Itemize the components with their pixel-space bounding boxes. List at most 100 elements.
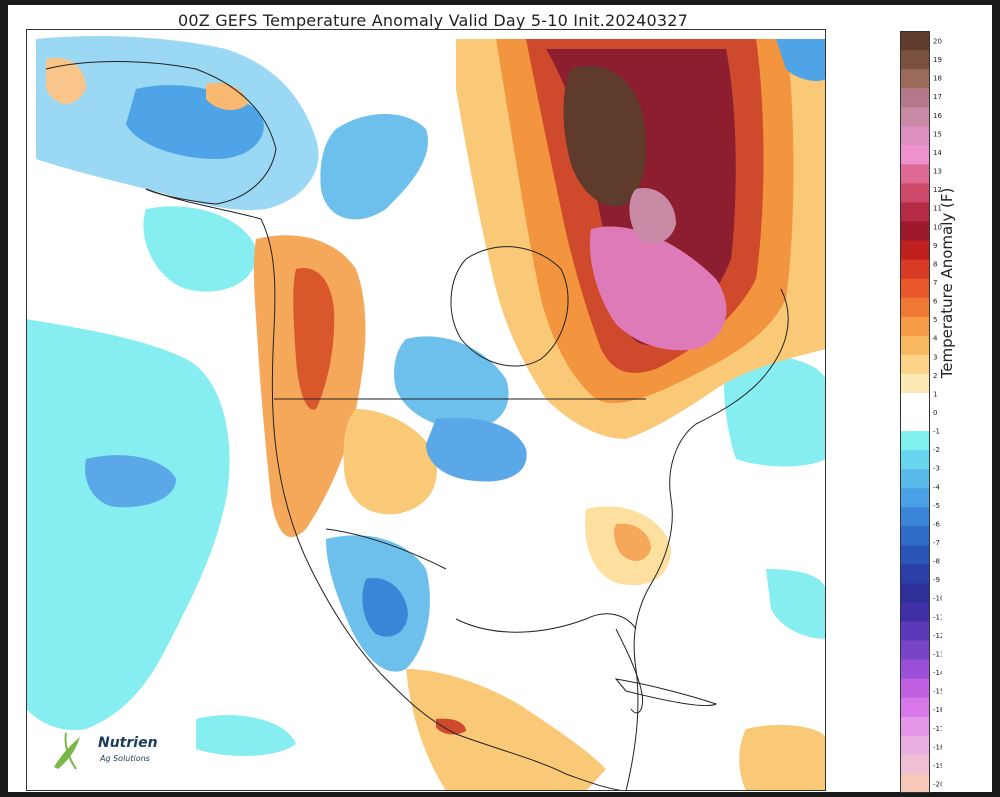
figure-frame: 00Z GEFS Temperature Anomaly Valid Day 5… xyxy=(8,5,992,794)
colorbar-tick-label: -4 xyxy=(933,483,941,491)
colorbar-tick-label: 2 xyxy=(933,372,937,380)
colorbar-tick-label: -20 xyxy=(933,780,942,788)
colorbar-tick-label: -9 xyxy=(933,576,940,584)
colorbar-swatch xyxy=(900,31,930,51)
colorbar-swatch xyxy=(900,316,930,337)
colorbar-swatch xyxy=(900,107,930,127)
florida xyxy=(615,628,644,714)
colorbar-swatch xyxy=(900,450,930,470)
colorbar-tick-label: 12 xyxy=(933,186,942,194)
colorbar-tick-label: 11 xyxy=(933,205,942,213)
colorbar-swatch xyxy=(900,202,930,222)
colorbar-tick-label: 0 xyxy=(933,409,937,417)
colorbar-tick-label: -7 xyxy=(933,539,940,547)
colorbar-tick-label: 19 xyxy=(933,56,942,64)
colorbar-tick-label: -14 xyxy=(933,669,942,677)
alaska-coast xyxy=(45,61,277,205)
colorbar-swatch xyxy=(900,754,930,775)
colorbar-swatch xyxy=(900,469,930,489)
colorbar-tick-label: -6 xyxy=(933,520,941,528)
rockies-warm xyxy=(343,409,437,515)
colorbar-swatch xyxy=(900,412,930,432)
central-america-red xyxy=(436,718,466,735)
colorbar-swatch xyxy=(900,88,930,108)
colorbar-swatch xyxy=(900,697,930,718)
colorbar-swatch xyxy=(900,69,930,89)
nutrien-logo: Nutrien Ag Solutions xyxy=(46,727,186,777)
colorbar-swatch xyxy=(900,278,930,299)
colorbar-swatch xyxy=(900,145,930,165)
north-plains-blue xyxy=(426,417,527,482)
colorbar-swatch xyxy=(900,164,930,184)
colorbar-swatch xyxy=(900,488,930,508)
na-west-coast xyxy=(145,188,627,791)
colorbar-swatch xyxy=(900,373,930,394)
colorbar-tick-label: -19 xyxy=(933,762,942,770)
colorbar-swatch xyxy=(900,259,930,280)
nw-orange-patch xyxy=(46,57,86,104)
colorbar-swatch xyxy=(900,431,930,451)
colorbar-swatch xyxy=(900,640,930,661)
colorbar-tick-label: -10 xyxy=(933,595,942,603)
canada-prairies-blue xyxy=(394,336,509,429)
colorbar-tick-label: 7 xyxy=(933,279,937,287)
map-title: 00Z GEFS Temperature Anomaly Valid Day 5… xyxy=(177,11,688,30)
colorbar-swatch xyxy=(900,50,930,70)
colorbar-swatch xyxy=(900,335,930,356)
colorbar-tick-label: 9 xyxy=(933,242,937,250)
colorbar-swatch xyxy=(900,526,930,546)
hudson-bay-coast xyxy=(450,246,569,367)
cuba xyxy=(614,678,718,707)
colorbar-tick-label: 6 xyxy=(933,298,938,306)
logo-subtitle: Ag Solutions xyxy=(100,754,150,763)
baffin-brown xyxy=(563,65,646,207)
alaska-orange-patch xyxy=(206,82,248,111)
colorbar-swatch xyxy=(900,678,930,699)
atlantic-cyan-region xyxy=(724,355,826,467)
colorbar-tick-label: -17 xyxy=(933,725,942,733)
colorbar-swatch xyxy=(900,507,930,527)
colorbar-swatch xyxy=(900,716,930,737)
colorbar-tick-label: 1 xyxy=(933,390,937,398)
pacific-cyan-north xyxy=(143,206,257,292)
pacific-cyan-region xyxy=(26,319,230,730)
colorbar-tick-label: -13 xyxy=(933,650,942,658)
colorbar-label: Temperature Anomaly (F) xyxy=(938,187,956,379)
mexico-blue-core xyxy=(362,578,408,637)
greenland-blue-patch xyxy=(776,39,826,81)
colorbar-border xyxy=(900,31,930,793)
us-southeast-orange xyxy=(613,523,651,561)
colorbar-tick-label: 20 xyxy=(933,38,942,46)
colorbar-swatch xyxy=(900,126,930,146)
map-border xyxy=(26,29,826,791)
colorbar-tick-label: 14 xyxy=(933,149,942,157)
canada-north-blue xyxy=(320,114,428,220)
baffin-pink xyxy=(629,188,676,244)
colorbar-tick-label: -12 xyxy=(933,632,942,640)
west-red-core xyxy=(293,268,335,410)
pacific-cyan-southwest xyxy=(196,715,296,756)
colorbar-tick-label: 8 xyxy=(933,260,937,268)
colorbar-tick-label: 16 xyxy=(933,112,942,120)
nutrien-leaf-icon xyxy=(54,732,80,770)
colorbar-tick-label: 3 xyxy=(933,353,937,361)
colorbar-swatch xyxy=(900,392,930,413)
colorbar-swatch xyxy=(900,602,930,623)
colorbar-swatch xyxy=(900,773,930,794)
pacific-blue-patch xyxy=(85,455,176,508)
colorbar-swatch xyxy=(900,583,930,603)
colorbar-tick-label: 15 xyxy=(933,130,942,138)
colorbar-tick-label: -5 xyxy=(933,502,940,510)
coastlines xyxy=(45,61,789,791)
colorbar-swatch xyxy=(900,735,930,756)
labrador-pink xyxy=(589,226,727,351)
colorbar-tick-label: 5 xyxy=(933,316,937,324)
colorbar-swatch xyxy=(900,183,930,203)
colorbar-tick-label: -2 xyxy=(933,446,940,454)
anomaly-map xyxy=(26,29,826,791)
logo-name: Nutrien xyxy=(98,735,158,751)
colorbar-swatch xyxy=(900,659,930,680)
colorbar-tick-label: -18 xyxy=(933,743,942,751)
caribbean-warm xyxy=(739,724,826,791)
colorbar-swatch xyxy=(900,621,930,642)
